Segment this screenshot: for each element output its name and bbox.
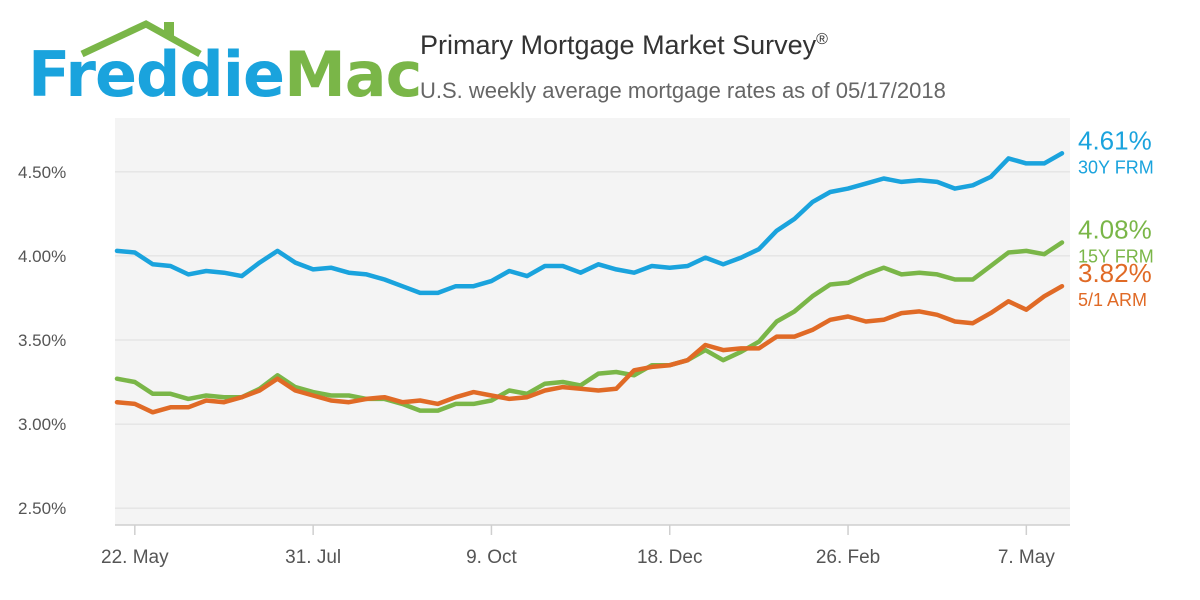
chart-title-text: Primary Mortgage Market Survey xyxy=(420,30,817,60)
series-line-15y-frm xyxy=(114,240,1065,413)
chart-subtitle: U.S. weekly average mortgage rates as of… xyxy=(420,78,946,103)
logo-word-mac: Mac xyxy=(284,38,422,111)
series-line-30y-frm xyxy=(114,151,1065,296)
end-name-15y-frm: 15Y FRM xyxy=(1078,246,1154,266)
x-tick-label: 18. Dec xyxy=(637,547,702,568)
y-tick-label: 3.00% xyxy=(18,415,66,434)
x-axis-ticks: 22. May 31. Jul 9. Oct 18. Dec 26. Feb 7. May xyxy=(101,525,1055,568)
end-value-5-1-arm: 3.82% xyxy=(1078,258,1152,288)
y-tick-label: 3.50% xyxy=(18,331,66,350)
y-axis-ticks: 2.50% 3.00% 3.50% 4.00% 4.50% xyxy=(18,163,66,518)
x-tick-label: 7. May xyxy=(998,547,1056,568)
chart-title: Primary Mortgage Market Survey® xyxy=(420,30,828,61)
grid-lines xyxy=(115,171,1070,509)
x-tick-label: 31. Jul xyxy=(285,547,341,568)
x-tick-label: 26. Feb xyxy=(816,547,880,568)
end-name-5-1-arm: 5/1 ARM xyxy=(1078,290,1147,310)
y-tick-label: 4.50% xyxy=(18,163,66,182)
series-lines xyxy=(114,151,1065,415)
freddie-mac-logo: FreddieMac xyxy=(28,18,422,108)
y-tick-label: 2.50% xyxy=(18,499,66,518)
end-value-30y-frm: 4.61% xyxy=(1078,125,1152,155)
end-name-30y-frm: 30Y FRM xyxy=(1078,157,1154,177)
end-value-15y-frm: 4.08% xyxy=(1078,214,1152,244)
x-tick-label: 22. May xyxy=(101,547,169,568)
y-tick-label: 4.00% xyxy=(18,247,66,266)
x-tick-label: 9. Oct xyxy=(466,547,517,568)
logo-wordmark: FreddieMac xyxy=(28,44,422,106)
registered-mark: ® xyxy=(816,31,828,48)
house-roof-icon xyxy=(80,20,202,58)
series-line-5-1-arm xyxy=(114,283,1065,415)
logo-word-freddie: Freddie xyxy=(28,38,285,111)
plot-background xyxy=(115,118,1070,525)
